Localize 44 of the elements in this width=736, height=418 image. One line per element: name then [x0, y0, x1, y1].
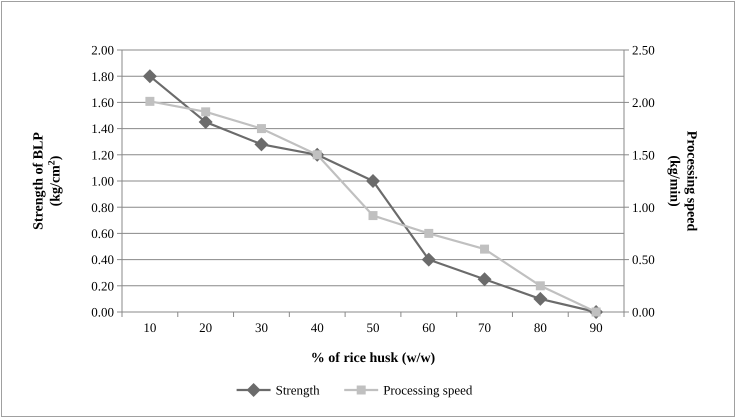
y-tick-label: 1.00 [91, 174, 114, 189]
y-tick-label: 1.40 [91, 121, 114, 136]
x-tick-label: 30 [254, 320, 268, 335]
point [254, 137, 268, 152]
y-tick-label: 0.00 [91, 304, 114, 320]
y2-tick-label: 0.00 [632, 304, 655, 320]
x-tick-label: 60 [422, 320, 436, 335]
y-tick-label: 0.20 [91, 278, 114, 294]
x-tick-label: 20 [199, 320, 212, 335]
legend-label: Strength [276, 382, 320, 398]
point [533, 292, 548, 306]
point [256, 124, 266, 134]
point [478, 272, 492, 286]
point [424, 228, 434, 238]
y2-tick-label: 1.50 [632, 147, 655, 162]
y2-tick-label: 2.00 [632, 94, 655, 110]
point [366, 174, 380, 188]
y-tick-label: 2.00 [91, 42, 114, 58]
point [422, 252, 436, 267]
y-tick-label: 0.80 [91, 200, 114, 215]
y-tick-label: 1.80 [91, 68, 114, 84]
legend-label: Processing speed [383, 382, 473, 398]
x-tick-label: 70 [478, 320, 492, 335]
x-axis-title: % of rice husk (w/w) [310, 351, 436, 366]
point [142, 69, 157, 84]
x-tick-label: 40 [310, 320, 324, 335]
x-tick-label: 90 [590, 320, 603, 335]
y-tick-label: 1.60 [91, 94, 114, 110]
y-tick-label: 0.60 [91, 226, 114, 241]
point [480, 244, 490, 254]
y-tick-label: 1.20 [91, 147, 114, 162]
y-tick-label: 0.40 [91, 252, 114, 268]
y2-tick-label: 0.50 [632, 252, 655, 268]
y2-axis-title: Processing speed (kg/min) [666, 130, 698, 232]
y2-tick-label: 1.00 [632, 200, 655, 215]
x-tick-label: 50 [366, 320, 380, 335]
y2-tick-label: 2.50 [632, 42, 655, 58]
point [145, 96, 154, 106]
point [201, 107, 210, 116]
point [536, 281, 545, 290]
point [198, 115, 213, 130]
point [368, 211, 378, 220]
x-tick-label: 80 [534, 320, 547, 335]
x-tick-label: 10 [143, 320, 156, 335]
